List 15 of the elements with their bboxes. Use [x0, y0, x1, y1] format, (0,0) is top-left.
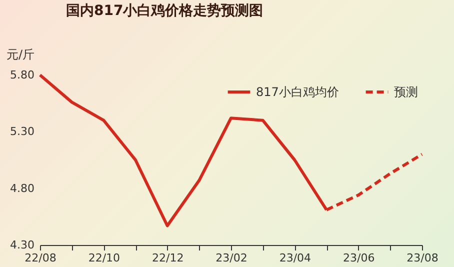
- x-tick-label: 22/12: [152, 252, 184, 264]
- y-tick-label: 4.80: [10, 182, 34, 195]
- x-tick-label: 22/08: [24, 252, 56, 264]
- chart-title: 国内817小白鸡价格走势预测图: [66, 3, 264, 19]
- y-axis-title: 元/斤: [6, 48, 35, 62]
- x-tick-label: 22/10: [88, 252, 120, 264]
- y-tick-label: 4.30: [10, 238, 34, 252]
- legend-label: 预测: [394, 85, 418, 99]
- x-tick-label: 23/08: [406, 252, 438, 264]
- x-tick-label: 23/06: [342, 252, 375, 264]
- x-tick-label: 23/02: [216, 252, 248, 264]
- y-tick-label: 5.80: [10, 68, 34, 82]
- legend-label: 817小白鸡均价: [256, 85, 339, 99]
- y-tick-label: 5.30: [10, 125, 34, 138]
- x-tick-label: 23/04: [279, 252, 312, 264]
